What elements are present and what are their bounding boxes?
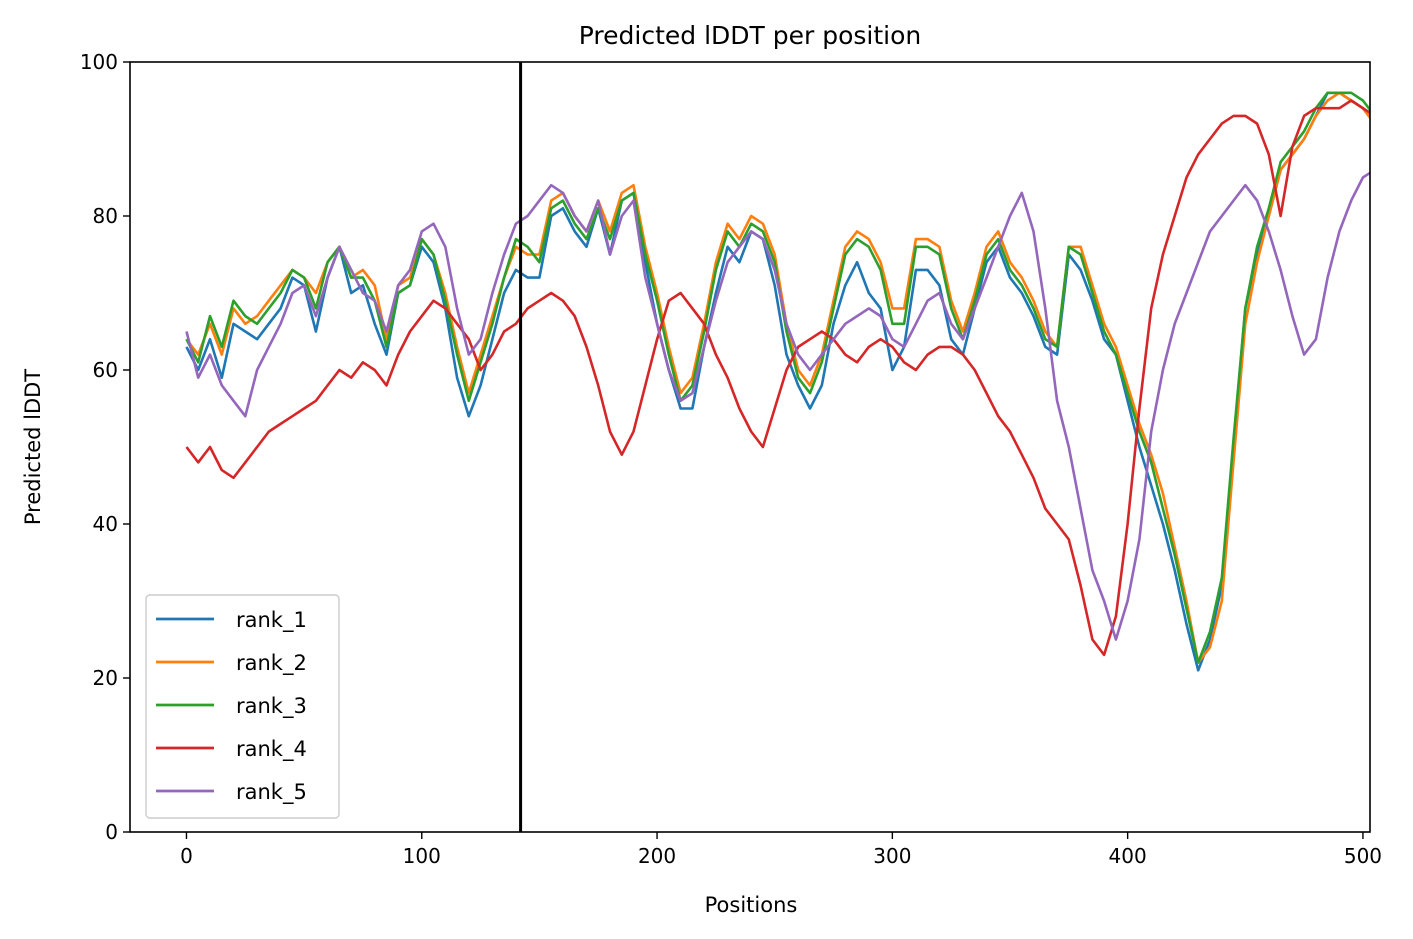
y-tick-label: 0	[105, 820, 118, 844]
x-tick-label: 100	[403, 844, 441, 868]
y-axis-title: Predicted lDDT	[21, 369, 45, 525]
y-tick-label: 20	[93, 666, 118, 690]
x-tick-label: 300	[873, 844, 911, 868]
y-tick-label: 40	[93, 512, 118, 536]
legend-label-rank_3: rank_3	[236, 694, 307, 719]
x-tick-label: 400	[1109, 844, 1147, 868]
legend-label-rank_5: rank_5	[236, 780, 307, 805]
legend-label-rank_1: rank_1	[236, 608, 307, 633]
x-axis-title: Positions	[705, 893, 798, 917]
plot-frame	[129, 61, 1371, 833]
series-line-rank_2	[185, 91, 1370, 664]
series-line-rank_5	[185, 171, 1370, 641]
legend: rank_1 rank_2 rank_3 rank_4 rank_5	[145, 594, 340, 819]
series-line-rank_3	[185, 91, 1370, 664]
x-tick-label: 0	[180, 844, 193, 868]
legend-label-rank_2: rank_2	[236, 651, 307, 676]
series-line-rank_4	[185, 99, 1370, 657]
y-tick-label: 80	[93, 204, 118, 228]
x-tick-label: 500	[1344, 844, 1382, 868]
x-tick-label: 200	[638, 844, 676, 868]
x-axis-ticks: 0 100 200 300 400 500	[180, 832, 1382, 868]
y-axis-ticks: 0 20 40 60 80 100	[80, 50, 130, 844]
legend-label-rank_4: rank_4	[236, 737, 307, 762]
y-tick-label: 60	[93, 358, 118, 382]
chart-title: Predicted lDDT per position	[579, 21, 921, 50]
legend-box	[145, 594, 340, 819]
y-tick-label: 100	[80, 50, 118, 74]
series-layer	[185, 91, 1370, 672]
